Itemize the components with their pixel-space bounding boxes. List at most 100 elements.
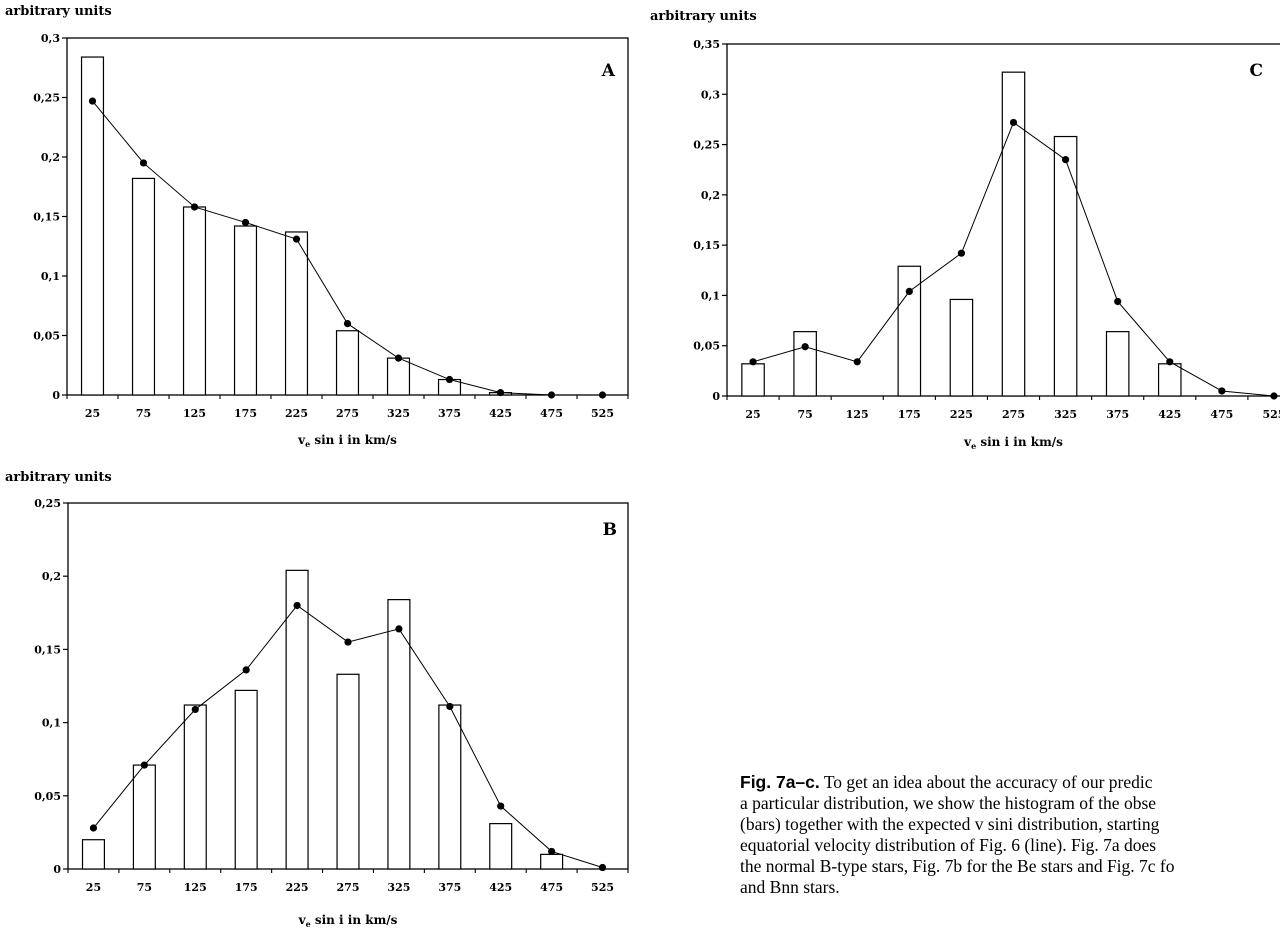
chart-c-xtick-label: 425 — [1158, 408, 1181, 421]
chart-b-line-point — [598, 863, 607, 872]
chart-b-xlabel-v: v — [298, 913, 307, 927]
caption-text-0: To get an idea about the accuracy of our… — [819, 772, 1153, 792]
chart-a-panel-label: A — [601, 61, 616, 81]
chart-a-xtick-label: 175 — [234, 407, 257, 420]
chart-a-line-point — [598, 391, 607, 399]
chart-a-ytick-label: 0,3 — [41, 32, 60, 45]
chart-c-bar — [1053, 135, 1078, 397]
chart-b-line-point — [395, 625, 403, 633]
chart-b-line-point — [446, 702, 454, 711]
chart-c-xtick-label: 75 — [797, 408, 812, 421]
chart-c-line-point — [905, 287, 913, 296]
chart-a-bar — [182, 206, 207, 396]
chart-b-bar — [336, 673, 360, 870]
chart-b-xtick-label: 325 — [387, 881, 410, 894]
chart-a-xtick-label: 325 — [387, 407, 410, 420]
chart-a-ytick-label: 0,25 — [33, 92, 60, 105]
chart-c-xlabel-rest: sin i in km/s — [976, 435, 1063, 449]
chart-c-ytick-label: 0,35 — [693, 38, 720, 51]
chart-c-line-point — [1166, 358, 1174, 366]
chart-panel-b: arbitrary units 0 0,05 0,1 0,15 0,2 0,25 25 75 12… — [0, 464, 640, 943]
chart-c-line-point — [957, 249, 966, 257]
chart-b-xtick-label: 225 — [286, 881, 309, 894]
chart-a-ytick-label: 0,15 — [33, 211, 60, 224]
chart-a-bar — [284, 231, 309, 396]
chart-b-ylabel: arbitrary units — [5, 470, 112, 485]
chart-b-panel-label: B — [603, 520, 617, 540]
chart-b-xtick-label: 125 — [184, 881, 207, 894]
chart-a-xtick-label: 525 — [591, 407, 614, 420]
chart-c-xtick-label: 225 — [950, 408, 973, 421]
chart-c-line-point — [749, 358, 757, 366]
chart-c-xlabel: ve sin i in km/s — [963, 435, 1063, 451]
chart-b-bar — [183, 704, 207, 870]
chart-c-line-point — [853, 358, 861, 366]
chart-a-line-point — [445, 375, 454, 384]
chart-a-line-point — [241, 218, 250, 227]
chart-a-xtick-label: 375 — [438, 407, 461, 420]
chart-b-ytick-label: 0 — [53, 863, 61, 876]
chart-c-ytick-label: 0,2 — [701, 189, 720, 202]
chart-a-bar — [233, 225, 258, 396]
chart-c-xtick-label: 525 — [1262, 408, 1280, 421]
chart-a-xtick-label: 475 — [540, 407, 563, 420]
chart-a-xtick-label: 425 — [489, 407, 512, 420]
chart-b-line-point — [191, 705, 199, 714]
chart-a-ytick-label: 0 — [52, 389, 60, 402]
chart-panel-a: arbitrary units 0 0,05 0,1 0,15 0,2 0,25 0,3 25 7… — [0, 0, 640, 470]
chart-svg-b: arbitrary units 0 0,05 0,1 0,15 0,2 0,25 25 75 12… — [5, 470, 629, 929]
chart-a-ylabel: arbitrary units — [5, 4, 112, 19]
chart-b-bar — [81, 839, 106, 870]
chart-a-xlabel: ve sin i in km/s — [297, 433, 397, 449]
chart-a-bar — [131, 177, 156, 396]
chart-a-line-point — [190, 203, 199, 211]
chart-b-ytick-label: 0,15 — [34, 643, 61, 656]
chart-a-line-point — [547, 391, 556, 399]
chart-c-line-point — [1114, 297, 1122, 306]
chart-c-xtick-label: 325 — [1054, 408, 1077, 421]
chart-c-ytick-label: 0,15 — [693, 239, 720, 252]
chart-c-xtick-label: 125 — [846, 408, 869, 421]
chart-b-bar — [540, 853, 564, 870]
chart-b-xtick-label: 425 — [489, 881, 512, 894]
chart-c-ytick-label: 0,3 — [701, 88, 720, 101]
chart-c-bar — [1157, 363, 1182, 397]
chart-b-xtick-label: 375 — [438, 881, 461, 894]
chart-c-xtick-label: 375 — [1106, 408, 1129, 421]
chart-b-ytick-label: 0,1 — [42, 717, 61, 730]
caption-line-2: (bars) together with the expected v sini… — [740, 814, 1160, 834]
chart-c-xlabel-v: v — [963, 435, 972, 449]
chart-a-ytick-label: 0,2 — [41, 151, 60, 164]
caption-line-0: Fig. 7a–c. To get an idea about the accu… — [740, 772, 1280, 793]
chart-a-xtick-label: 125 — [183, 407, 206, 420]
chart-c-line-point — [1218, 387, 1226, 395]
caption-label: Fig. 7a–c. — [740, 772, 820, 792]
chart-c-xtick-label: 275 — [1002, 408, 1025, 421]
chart-svg-a: arbitrary units 0 0,05 0,1 0,15 0,2 0,25 0,3 25 7… — [5, 4, 629, 449]
chart-a-line-point — [343, 320, 352, 328]
chart-b-bar — [285, 569, 309, 870]
chart-a-xlabel-sub: e — [305, 439, 310, 449]
chart-c-line-point — [1061, 156, 1070, 164]
chart-a-bar — [386, 357, 411, 396]
chart-b-line-point — [140, 761, 148, 769]
chart-c-bar — [1105, 331, 1130, 397]
chart-b-xlabel: ve sin i in km/s — [298, 913, 398, 929]
figure-caption: Fig. 7a–c. To get an idea about the accu… — [740, 772, 1280, 898]
chart-b-xtick-label: 475 — [540, 881, 563, 894]
chart-b-xtick-label: 25 — [86, 881, 101, 894]
caption-line-5: and Bnn stars. — [740, 877, 840, 897]
chart-b-bar — [132, 764, 156, 870]
caption-line-4: the normal B-type stars, Fig. 7b for the… — [740, 856, 1175, 876]
chart-b-line-point — [344, 638, 352, 646]
chart-b-bar — [387, 599, 411, 870]
chart-b-line-point — [89, 824, 98, 832]
chart-b-bar — [438, 704, 462, 870]
chart-a-ytick-label: 0,05 — [33, 330, 60, 343]
chart-c-xtick-label: 25 — [745, 408, 760, 421]
chart-b-bar — [489, 823, 513, 870]
chart-b-ytick-label: 0,25 — [34, 497, 61, 510]
chart-a-bar — [335, 330, 360, 396]
chart-a-xtick-label: 75 — [136, 407, 151, 420]
chart-a-xtick-label: 25 — [85, 407, 100, 420]
